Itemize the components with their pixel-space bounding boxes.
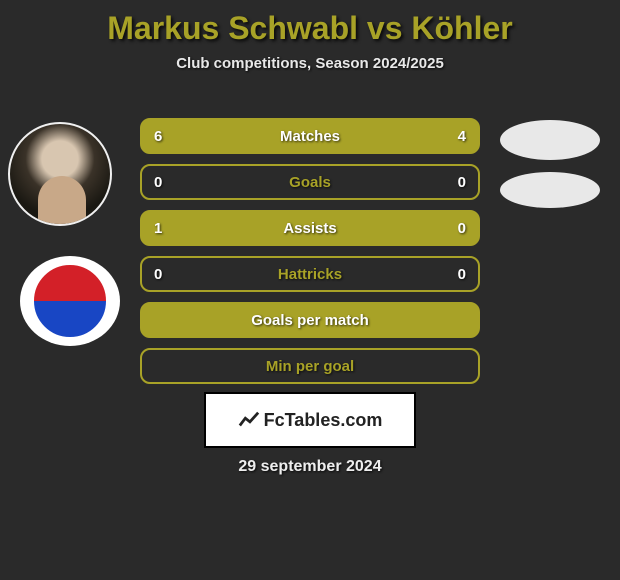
stat-row: 1 Assists 0: [140, 210, 480, 246]
player-right-avatar-placeholder: [500, 120, 600, 160]
stat-row: 6 Matches 4: [140, 118, 480, 154]
club-badge-icon: [31, 262, 109, 340]
brand-text: FcTables.com: [264, 410, 383, 431]
page-title: Markus Schwabl vs Köhler: [0, 0, 620, 47]
subtitle: Club competitions, Season 2024/2025: [0, 55, 620, 72]
stat-left-value: 0: [154, 266, 162, 283]
player-left-club-badge: [20, 256, 120, 346]
stat-row: 0 Hattricks 0: [140, 256, 480, 292]
stat-right-value: 0: [458, 220, 466, 237]
stat-left-value: 6: [154, 128, 162, 145]
stat-right-value: 4: [458, 128, 466, 145]
stat-left-value: 1: [154, 220, 162, 237]
footer-date: 29 september 2024: [0, 458, 620, 476]
stat-label: Goals per match: [251, 312, 369, 329]
stat-row: Goals per match: [140, 302, 480, 338]
stat-label: Assists: [283, 220, 336, 237]
stat-row: 0 Goals 0: [140, 164, 480, 200]
stat-right-value: 0: [458, 266, 466, 283]
stat-row: Min per goal: [140, 348, 480, 384]
stat-right-value: 0: [458, 174, 466, 191]
stat-label: Matches: [280, 128, 340, 145]
stat-left-value: 0: [154, 174, 162, 191]
stat-label: Goals: [289, 174, 331, 191]
stat-label: Min per goal: [266, 358, 354, 375]
stat-label: Hattricks: [278, 266, 342, 283]
brand-badge: FcTables.com: [204, 392, 416, 448]
chart-icon: [238, 409, 260, 431]
player-left-avatar: [8, 122, 112, 226]
player-right-club-placeholder: [500, 172, 600, 208]
stats-rows: 6 Matches 4 0 Goals 0 1 Assists 0 0 Hatt…: [140, 118, 480, 394]
